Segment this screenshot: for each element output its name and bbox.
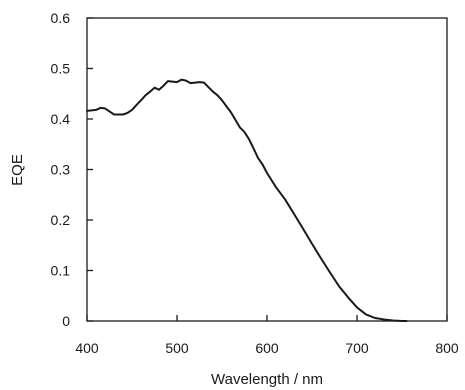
y-tick-label: 0 (62, 313, 70, 329)
x-tick-label: 500 (165, 340, 189, 356)
x-tick-label: 600 (255, 340, 279, 356)
y-axis-label: EQE (9, 154, 26, 186)
x-axis-ticks: 400 500 600 700 800 (75, 315, 459, 356)
x-axis-label: Wavelength / nm (211, 371, 323, 388)
y-tick-label: 0.3 (51, 162, 71, 178)
y-tick-label: 0.6 (51, 10, 71, 26)
y-tick-label: 0.4 (51, 111, 71, 127)
x-tick-label: 800 (435, 340, 459, 356)
y-tick-label: 0.5 (51, 61, 71, 77)
y-tick-label: 0.1 (51, 263, 71, 279)
y-axis-ticks: 0 0.1 0.2 0.3 0.4 0.5 0.6 (51, 10, 93, 329)
y-tick-label: 0.2 (51, 212, 71, 228)
eqe-series-line (86, 78, 408, 322)
plot-frame (86, 17, 448, 322)
x-tick-label: 700 (345, 340, 369, 356)
x-tick-label: 400 (75, 340, 99, 356)
